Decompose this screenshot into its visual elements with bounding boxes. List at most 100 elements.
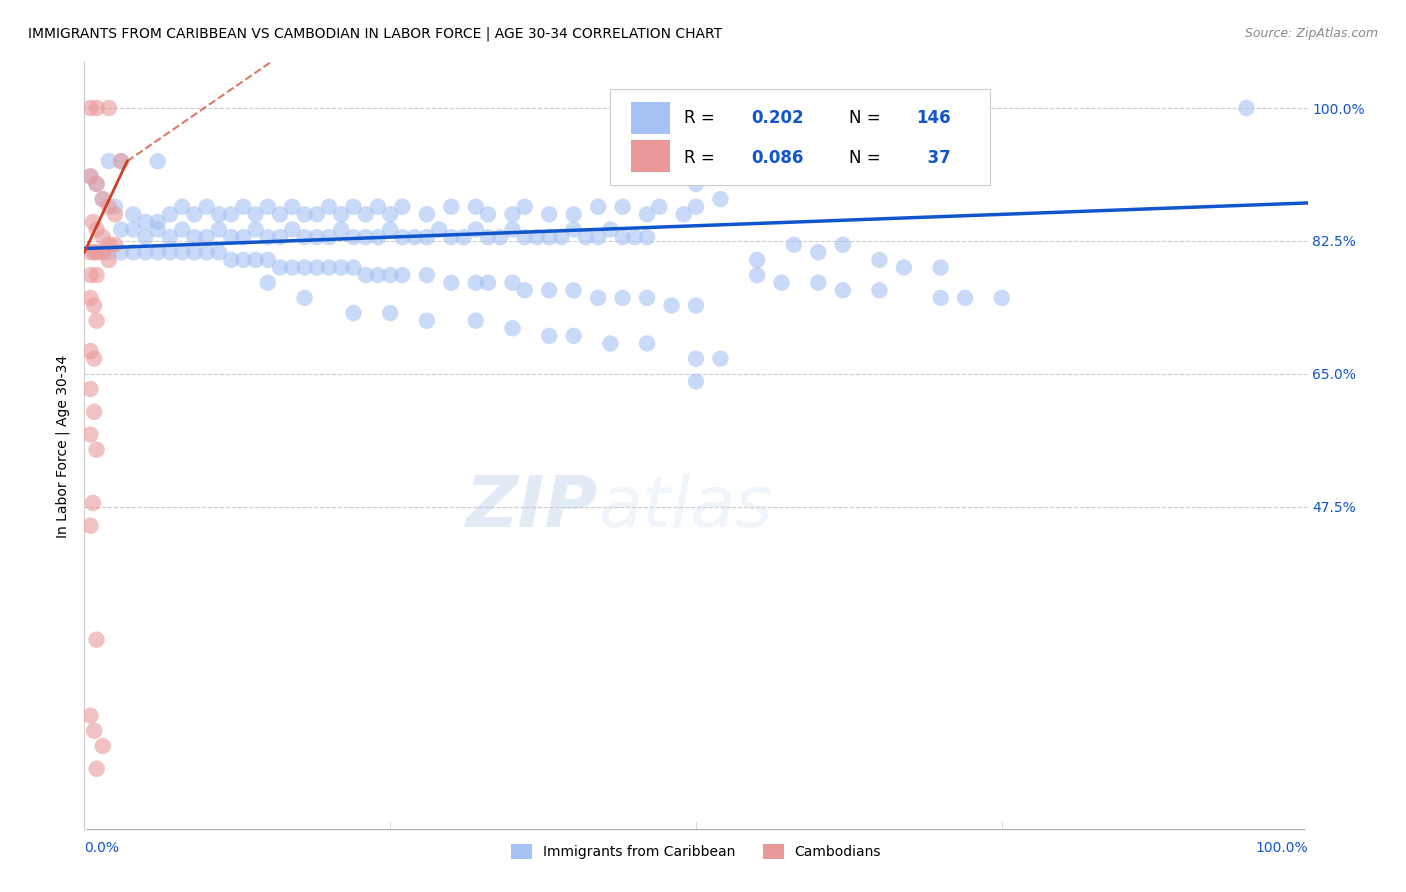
Point <box>135 215 157 229</box>
Point <box>245 222 267 236</box>
Text: 37: 37 <box>917 149 950 168</box>
Point <box>636 291 658 305</box>
Point <box>342 306 364 320</box>
Point <box>612 200 634 214</box>
Point <box>91 192 114 206</box>
Point <box>195 230 218 244</box>
Point <box>477 230 499 244</box>
Point <box>354 268 377 282</box>
Point <box>661 298 683 312</box>
Point <box>330 260 353 275</box>
Point <box>79 518 101 533</box>
Point <box>79 291 101 305</box>
Point <box>330 222 353 236</box>
Point <box>612 291 634 305</box>
Point <box>502 222 524 236</box>
Point <box>146 154 169 169</box>
Point <box>685 375 707 389</box>
Point <box>146 222 169 236</box>
Point <box>416 230 439 244</box>
Text: Source: ZipAtlas.com: Source: ZipAtlas.com <box>1244 27 1378 40</box>
Point <box>110 222 132 236</box>
Point <box>586 200 609 214</box>
Point <box>79 427 101 442</box>
Point <box>159 230 181 244</box>
Point <box>257 276 280 290</box>
Point <box>172 200 194 214</box>
Point <box>893 260 915 275</box>
Point <box>91 739 114 753</box>
Point <box>208 245 231 260</box>
Point <box>380 268 402 282</box>
Point <box>318 260 340 275</box>
Point <box>367 268 389 282</box>
Point <box>172 222 194 236</box>
Point <box>636 207 658 221</box>
Point <box>86 177 108 191</box>
Point <box>416 268 439 282</box>
Text: atlas: atlas <box>598 473 773 541</box>
Text: R =: R = <box>683 149 720 168</box>
Point <box>391 200 413 214</box>
Point <box>648 200 671 214</box>
Point <box>502 321 524 335</box>
Point <box>747 252 769 267</box>
Bar <box>631 140 671 172</box>
Point <box>91 192 114 206</box>
Point <box>513 200 536 214</box>
Point <box>97 252 120 267</box>
Point <box>991 291 1014 305</box>
Point <box>869 252 891 267</box>
Point <box>380 207 402 221</box>
Point <box>269 260 291 275</box>
Point <box>294 230 316 244</box>
Point <box>195 245 218 260</box>
Point <box>709 192 731 206</box>
Point <box>104 237 127 252</box>
Point <box>245 252 267 267</box>
Point <box>342 260 364 275</box>
Point <box>269 230 291 244</box>
Point <box>513 230 536 244</box>
Point <box>538 230 561 244</box>
Point <box>245 207 267 221</box>
Point <box>685 177 707 191</box>
Point <box>83 405 105 419</box>
Point <box>636 230 658 244</box>
Point <box>104 200 127 214</box>
Point <box>195 200 218 214</box>
Point <box>97 245 120 260</box>
Point <box>464 314 486 328</box>
Point <box>440 230 463 244</box>
Point <box>807 276 830 290</box>
Point <box>440 276 463 290</box>
Text: 0.0%: 0.0% <box>84 841 120 855</box>
Point <box>122 245 145 260</box>
Point <box>257 252 280 267</box>
Point <box>538 207 561 221</box>
Text: 0.202: 0.202 <box>751 109 804 127</box>
Point <box>538 283 561 297</box>
Point <box>929 260 952 275</box>
Point <box>97 154 120 169</box>
Point <box>464 200 486 214</box>
FancyBboxPatch shape <box>610 89 990 186</box>
Legend: Immigrants from Caribbean, Cambodians: Immigrants from Caribbean, Cambodians <box>505 838 887 865</box>
Point <box>672 207 695 221</box>
Point <box>562 329 585 343</box>
Point <box>183 207 205 221</box>
Point <box>599 336 621 351</box>
Point <box>208 207 231 221</box>
Point <box>82 215 104 229</box>
Point <box>586 291 609 305</box>
Point <box>538 329 561 343</box>
Point <box>183 245 205 260</box>
Point <box>477 276 499 290</box>
Point <box>79 344 101 359</box>
Point <box>477 207 499 221</box>
Point <box>502 207 524 221</box>
Point <box>86 442 108 457</box>
Point <box>257 200 280 214</box>
Point <box>562 283 585 297</box>
Point <box>86 177 108 191</box>
